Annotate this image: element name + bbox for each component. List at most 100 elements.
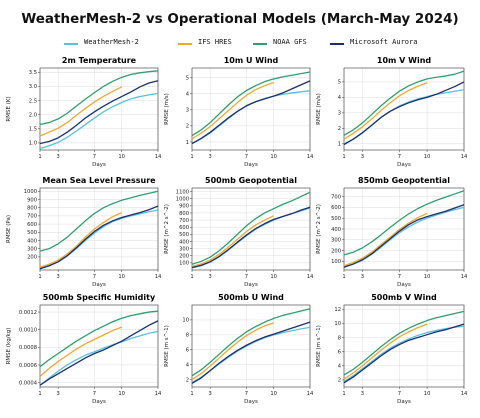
chart-panel-9: 500mb V Wind 2 4 6 8 10 12 1 3 7 10 14 Days RMSE (m s… — [316, 293, 468, 405]
series-line-ifs-hres — [39, 86, 122, 137]
x-tick-label: 3 — [361, 274, 364, 280]
x-axis-label: Days — [92, 282, 106, 288]
plot-frame — [39, 304, 159, 388]
series-line-ifs-hres — [191, 81, 274, 140]
y-tick-label: 900 — [179, 204, 189, 210]
chart-title: 10m V Wind — [377, 56, 431, 65]
series-line-noaa-gfs — [191, 308, 311, 377]
plot-frame — [343, 304, 465, 388]
x-axis-label: Days — [397, 282, 411, 288]
y-axis-label: RMSE (m s^-1) — [164, 325, 170, 367]
y-tick-label: 8 — [186, 333, 189, 339]
chart-title: 500mb U Wind — [218, 293, 284, 302]
y-tick-label: 0.0010 — [19, 327, 37, 333]
series-line-weathermesh-2 — [343, 89, 465, 145]
x-tick-label: 3 — [56, 154, 59, 160]
y-tick-label: 4 — [338, 364, 342, 370]
plot-frame — [39, 187, 159, 271]
series-line-weathermesh-2 — [39, 330, 159, 386]
series-line-noaa-gfs — [343, 310, 465, 376]
x-tick-label: 10 — [118, 391, 125, 397]
series-line-microsoft-aurora — [191, 321, 311, 384]
x-tick-label: 14 — [307, 274, 314, 280]
y-axis-label: RMSE (m s^-1) — [316, 325, 322, 367]
x-tick-label: 1 — [38, 274, 41, 280]
series-line-microsoft-aurora — [343, 323, 465, 384]
legend-label-gfs: NOAA GFS — [273, 38, 307, 46]
series-line-ifs-hres — [343, 82, 428, 140]
x-tick-label: 1 — [190, 154, 193, 160]
y-tick-label: 3 — [338, 111, 341, 117]
y-tick-label: 2 — [186, 124, 189, 130]
x-tick-label: 1 — [38, 154, 41, 160]
y-tick-label: 4 — [186, 362, 190, 368]
x-tick-label: 14 — [461, 154, 468, 160]
plot-frame — [39, 67, 159, 151]
x-tick-label: 3 — [208, 391, 211, 397]
legend-swatch-ifs — [178, 43, 192, 45]
y-tick-label: 1.0 — [29, 141, 37, 147]
y-tick-label: 300 — [179, 246, 189, 252]
series-line-noaa-gfs — [191, 191, 311, 265]
y-tick-label: 1.5 — [29, 127, 37, 133]
x-tick-label: 7 — [398, 274, 401, 280]
x-axis-label: Days — [92, 399, 106, 405]
series-line-weathermesh-2 — [39, 209, 159, 269]
y-axis-label: RMSE (m/s) — [164, 93, 170, 125]
x-tick-label: 10 — [424, 274, 431, 280]
y-tick-label: 400 — [27, 238, 37, 244]
x-tick-label: 1 — [190, 391, 193, 397]
y-tick-label: 600 — [179, 225, 189, 231]
y-tick-label: 100 — [179, 261, 189, 267]
y-tick-label: 100 — [331, 259, 341, 265]
chart-title: Mean Sea Level Pressure — [42, 176, 156, 185]
series-line-microsoft-aurora — [39, 205, 159, 270]
series-line-weathermesh-2 — [191, 207, 311, 269]
x-tick-label: 7 — [245, 274, 248, 280]
series-line-microsoft-aurora — [191, 80, 311, 145]
series-line-microsoft-aurora — [39, 320, 159, 386]
x-tick-label: 7 — [245, 391, 248, 397]
y-tick-label: 300 — [27, 246, 37, 252]
x-axis-label: Days — [397, 399, 411, 405]
x-tick-label: 14 — [155, 274, 162, 280]
chart-title: 500mb V Wind — [371, 293, 437, 302]
y-tick-label: 10 — [334, 321, 341, 327]
chart-title: 10m U Wind — [224, 56, 279, 65]
y-tick-label: 500 — [331, 216, 341, 222]
x-axis-label: Days — [92, 162, 106, 168]
y-tick-label: 2 — [338, 126, 341, 132]
chart-title: 850mb Geopotential — [358, 176, 450, 185]
series-line-ifs-hres — [39, 212, 122, 268]
series-line-noaa-gfs — [191, 71, 311, 137]
legend-label-aurora: Microsoft Aurora — [350, 38, 418, 46]
x-tick-label: 7 — [93, 154, 96, 160]
x-tick-label: 14 — [461, 391, 468, 397]
y-axis-label: RMSE (m^2 s^-2) — [164, 204, 170, 254]
series-line-microsoft-aurora — [39, 80, 159, 145]
x-tick-label: 14 — [307, 154, 314, 160]
plot-frame — [343, 187, 465, 271]
x-tick-label: 14 — [155, 154, 162, 160]
chart-panel-3: 10m V Wind 1 2 3 4 5 1 3 7 10 14 Days RMSE (m/s) — [316, 56, 468, 168]
legend-swatch-weathermesh — [64, 43, 78, 45]
y-tick-label: 1 — [186, 140, 189, 146]
figure-title: WeatherMesh-2 vs Operational Models (Mar… — [21, 11, 459, 27]
series-line-noaa-gfs — [343, 190, 465, 256]
y-tick-label: 200 — [27, 255, 37, 261]
x-tick-label: 3 — [208, 274, 211, 280]
x-tick-label: 7 — [398, 391, 401, 397]
x-tick-label: 10 — [424, 154, 431, 160]
x-tick-label: 7 — [93, 274, 96, 280]
series-line-microsoft-aurora — [343, 204, 465, 268]
y-tick-label: 200 — [331, 248, 341, 254]
legend: WeatherMesh-2 IFS HRES NOAA GFS Microsof… — [38, 38, 468, 52]
y-tick-label: 500 — [179, 232, 189, 238]
y-tick-label: 700 — [179, 218, 189, 224]
legend-label-ifs: IFS HRES — [198, 38, 232, 46]
y-axis-label: RMSE (kg/kg) — [6, 328, 12, 365]
chart-title: 500mb Geopotential — [205, 176, 297, 185]
y-tick-label: 5 — [186, 75, 189, 81]
